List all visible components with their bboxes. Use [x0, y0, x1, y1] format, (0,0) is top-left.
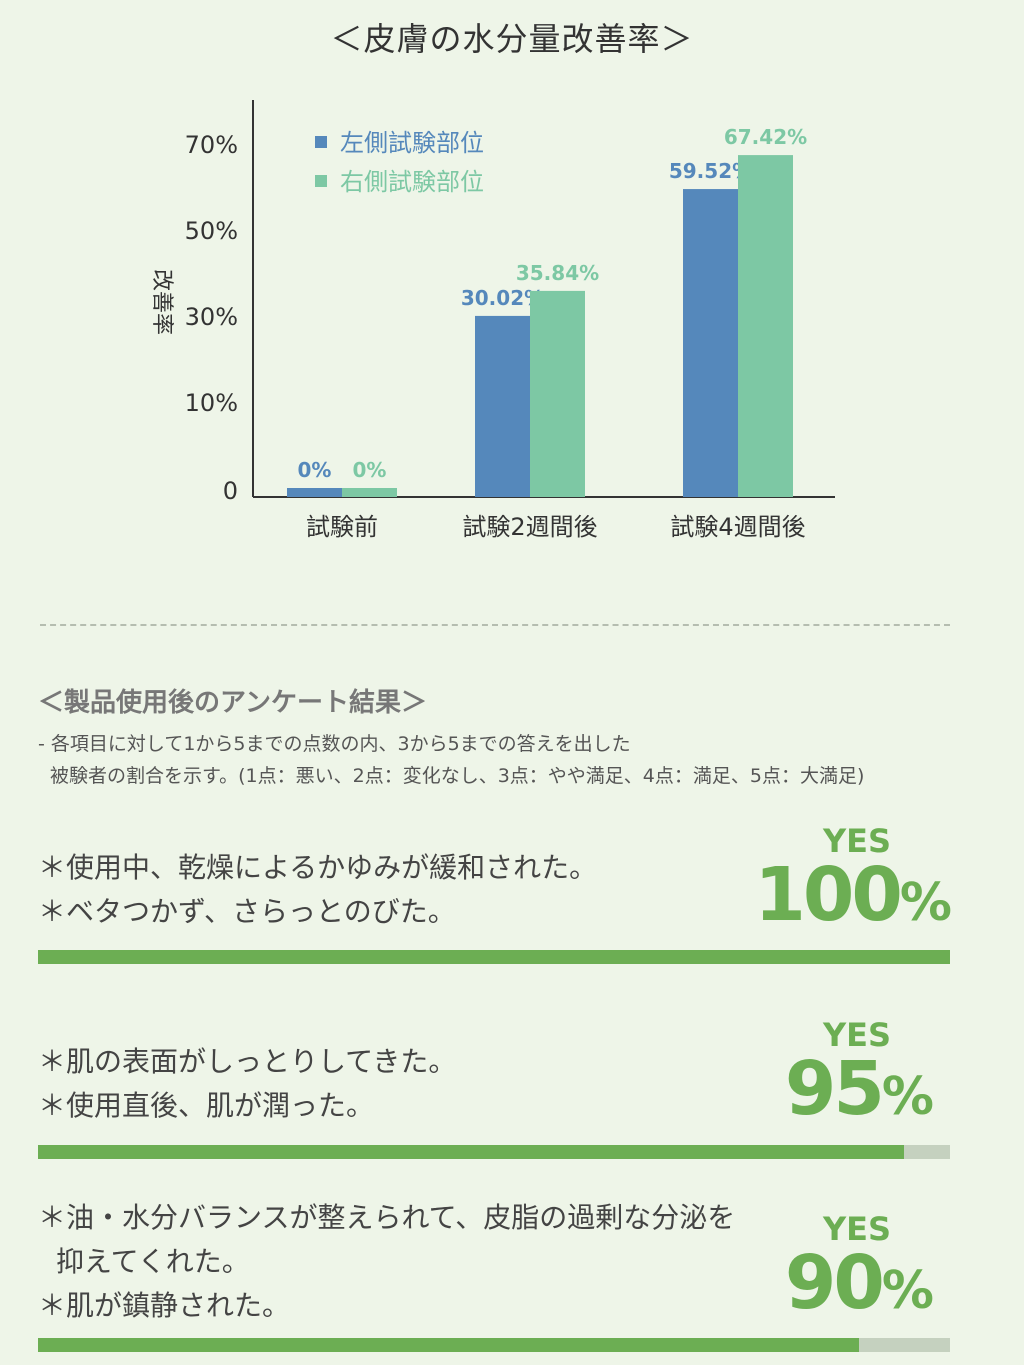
y-tick-label: 30% [185, 303, 238, 331]
survey-note: - 各項目に対して1から5までの点数の内、3から5までの答えを出した 被験者の割… [38, 728, 864, 792]
legend-label: 右側試験部位 [340, 168, 484, 196]
yes-percent: 95% [720, 1046, 934, 1132]
bar-value-label: 0% [353, 458, 387, 482]
chart-title: ＜皮膚の水分量改善率＞ [330, 20, 694, 58]
survey-item-line: ＊肌が鎮静された。 [38, 1289, 291, 1322]
progress-track [38, 950, 950, 964]
x-tick-label: 試験前 [306, 513, 378, 541]
percent-value: 95 [784, 1046, 885, 1132]
survey-note-line: 被験者の割合を示す。(1点：悪い、2点：変化なし、3点：やや満足、4点：満足、5… [50, 765, 865, 787]
bar-value-label: 67.42% [724, 125, 807, 149]
progress-fill [38, 1145, 905, 1159]
progress-fill [38, 950, 950, 964]
percent-value: 90 [784, 1240, 885, 1326]
bar [683, 189, 738, 497]
survey-note-line: - 各項目に対して1から5までの点数の内、3から5までの答えを出した [38, 733, 631, 755]
bar-value-label: 35.84% [516, 261, 599, 285]
bar-chart: 改善率 010%30%50%70% 0%30.02%59.52%0%35.84%… [149, 100, 835, 541]
survey-item-text: ＊使用中、乾燥によるかゆみが緩和された。 ＊ベタつかず、さらっとのびた。 [38, 846, 597, 934]
progress-fill [38, 1338, 859, 1352]
bar [738, 155, 793, 497]
percent-sign: % [881, 1261, 934, 1321]
survey-title: ＜製品使用後のアンケート結果＞ [38, 688, 427, 718]
y-tick-label: 50% [185, 217, 238, 245]
survey-item-line: ＊使用直後、肌が潤った。 [38, 1089, 375, 1122]
survey-item-line: ＊油・水分バランスが整えられて、皮脂の過剰な分泌を [38, 1201, 736, 1234]
percent-sign: % [899, 873, 952, 933]
survey-item-line: ＊ベタつかず、さらっとのびた。 [38, 895, 456, 928]
survey-item-line: ＊使用中、乾燥によるかゆみが緩和された。 [38, 851, 598, 884]
yes-percent: 90% [720, 1240, 934, 1326]
y-tick-label: 10% [185, 389, 238, 417]
section-divider [40, 624, 950, 626]
yes-label: YES [822, 822, 892, 860]
percent-value: 100 [754, 852, 902, 938]
progress-track [38, 1338, 950, 1352]
bar [530, 290, 585, 497]
yes-label: YES [822, 1210, 892, 1248]
legend-swatch [315, 136, 327, 148]
x-tick-label: 試験2週間後 [462, 513, 597, 541]
legend-swatch [315, 175, 327, 187]
y-axis-label: 改善率 [149, 269, 174, 335]
survey-item-text: ＊油・水分バランスが整えられて、皮脂の過剰な分泌を 抑えてくれた。 ＊肌が鎮静さ… [38, 1196, 735, 1328]
bar [475, 315, 530, 497]
survey-item-line: ＊肌の表面がしっとりしてきた。 [38, 1045, 457, 1078]
y-tick-label: 0 [223, 477, 238, 505]
survey-item-line: 抑えてくれた。 [56, 1245, 250, 1278]
yes-percent: 100% [720, 852, 952, 938]
x-tick-label: 試験4週間後 [670, 513, 805, 541]
progress-track [38, 1145, 950, 1159]
legend-label: 左側試験部位 [340, 129, 484, 157]
survey-item-text: ＊肌の表面がしっとりしてきた。 ＊使用直後、肌が潤った。 [38, 1040, 456, 1128]
bar [287, 488, 342, 497]
y-tick-label: 70% [185, 131, 238, 159]
percent-sign: % [881, 1067, 934, 1127]
bar [342, 488, 397, 497]
bar-value-label: 0% [298, 458, 332, 482]
yes-label: YES [822, 1016, 892, 1054]
